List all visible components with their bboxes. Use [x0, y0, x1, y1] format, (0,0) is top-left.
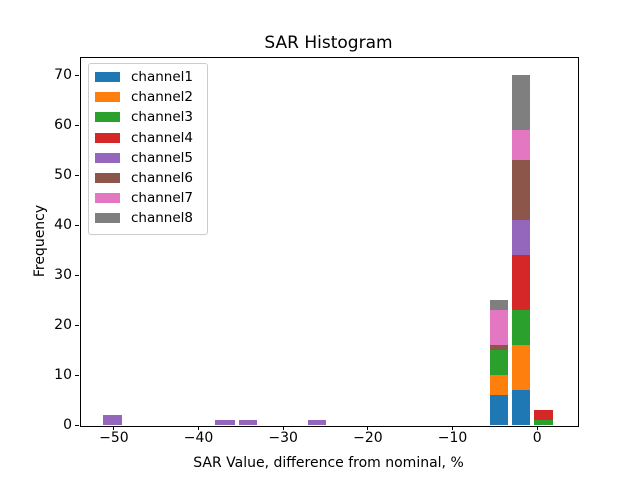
y-tick — [75, 274, 79, 276]
legend-label: channel1 — [131, 69, 194, 86]
x-tick-label: 0 — [532, 430, 542, 446]
y-tick — [75, 324, 79, 326]
histogram-bar-segment-channel3 — [534, 420, 553, 425]
y-tick — [75, 124, 79, 126]
histogram-bar-segment-channel7 — [511, 130, 530, 160]
histogram-bar-segment-channel1 — [511, 390, 530, 425]
legend-swatch-icon — [95, 193, 120, 204]
histogram-bar-segment-channel5 — [308, 420, 327, 425]
y-tick — [75, 74, 79, 76]
legend-entry-channel4: channel4 — [95, 128, 193, 148]
x-tick-label: −20 — [353, 430, 383, 446]
histogram-bar-segment-channel4 — [534, 410, 553, 420]
legend-swatch-icon — [95, 112, 120, 123]
legend-entry-channel8: channel8 — [95, 208, 193, 228]
y-tick-label: 60 — [54, 117, 72, 133]
x-axis-label: SAR Value, difference from nominal, % — [193, 455, 464, 471]
histogram-bar-segment-channel5 — [239, 420, 258, 425]
histogram-bar-segment-channel3 — [490, 350, 509, 375]
legend-label: channel7 — [131, 190, 194, 207]
legend-swatch-icon — [95, 152, 120, 163]
legend-label: channel6 — [131, 170, 194, 187]
y-tick-label: 10 — [54, 367, 72, 383]
y-tick — [75, 224, 79, 226]
legend-entry-channel1: channel1 — [95, 67, 193, 87]
y-tick-label: 50 — [54, 167, 72, 183]
x-tick-label: −50 — [99, 430, 129, 446]
x-tick — [452, 426, 453, 430]
histogram-bar-segment-channel5 — [511, 220, 530, 255]
legend-label: channel3 — [131, 109, 194, 126]
x-tick-label: −30 — [268, 430, 298, 446]
histogram-bar-segment-channel3 — [511, 310, 530, 345]
histogram-bar-segment-channel8 — [490, 300, 509, 310]
x-tick-label: −40 — [183, 430, 214, 446]
legend-swatch-icon — [95, 92, 120, 103]
legend-entry-channel5: channel5 — [95, 148, 193, 168]
y-tick — [75, 174, 79, 176]
histogram-bar-segment-channel6 — [490, 345, 509, 350]
legend-label: channel8 — [131, 210, 194, 227]
y-tick — [75, 424, 79, 426]
legend-entry-channel3: channel3 — [95, 107, 193, 127]
histogram-bar-segment-channel5 — [215, 420, 235, 425]
y-tick-label: 40 — [54, 217, 72, 233]
legend-swatch-icon — [95, 213, 120, 224]
y-tick-label: 70 — [54, 67, 72, 83]
legend-entry-channel7: channel7 — [95, 188, 193, 208]
y-tick-label: 30 — [54, 267, 72, 283]
histogram-bar-segment-channel7 — [490, 310, 509, 345]
legend-label: channel4 — [131, 129, 194, 146]
x-tick — [367, 426, 369, 430]
legend-swatch-icon — [95, 173, 120, 184]
histogram-bar-segment-channel2 — [490, 375, 509, 395]
x-tick-label: −10 — [437, 430, 468, 446]
histogram-bar-segment-channel2 — [511, 345, 530, 390]
legend-entry-channel2: channel2 — [95, 87, 193, 107]
y-tick-label: 0 — [63, 417, 72, 433]
legend-swatch-icon — [95, 132, 120, 143]
histogram-bar-segment-channel8 — [511, 75, 530, 130]
legend: channel1 channel2 channel3 channel4 channel5… — [88, 63, 209, 235]
y-tick — [75, 374, 79, 376]
x-tick — [198, 426, 199, 430]
x-tick — [282, 426, 284, 430]
legend-swatch-icon — [95, 72, 120, 83]
histogram-bar-segment-channel1 — [490, 395, 509, 425]
legend-label: channel2 — [131, 89, 194, 106]
legend-label: channel5 — [131, 149, 194, 166]
x-tick — [536, 426, 538, 430]
histogram-bar-segment-channel4 — [511, 255, 530, 310]
y-tick-label: 20 — [54, 317, 72, 333]
chart-title: SAR Histogram — [264, 33, 393, 53]
legend-entry-channel6: channel6 — [95, 168, 193, 188]
histogram-bar-segment-channel5 — [102, 415, 122, 425]
x-tick — [113, 426, 115, 430]
histogram-bar-segment-channel6 — [511, 160, 530, 220]
